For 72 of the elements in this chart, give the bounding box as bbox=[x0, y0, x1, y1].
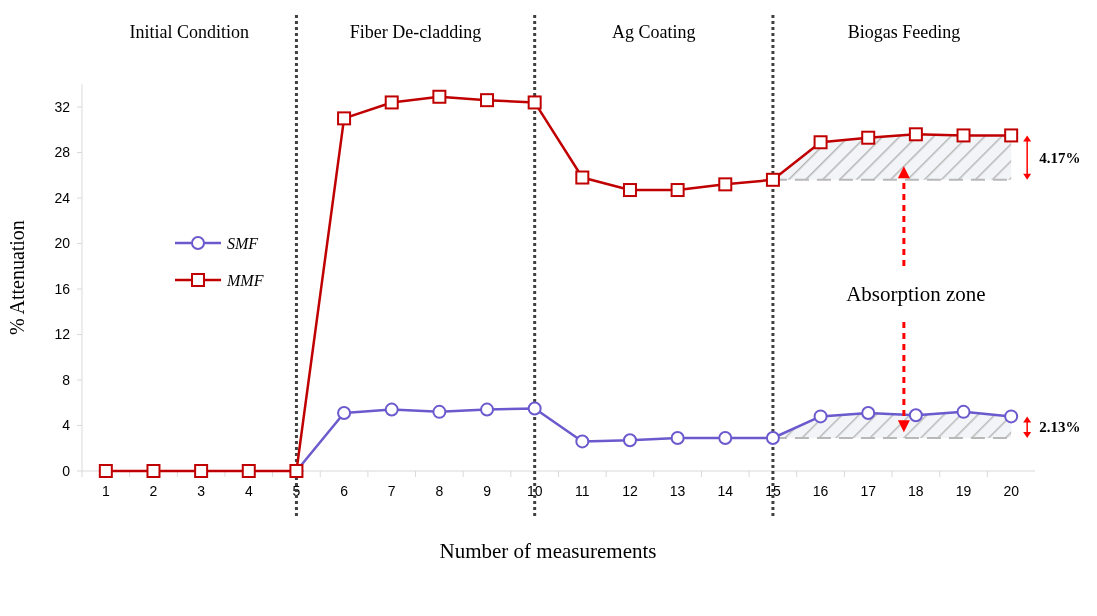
point bbox=[956, 404, 971, 419]
point bbox=[813, 409, 828, 424]
point bbox=[384, 95, 399, 110]
annotation: Absorption zone bbox=[846, 282, 986, 307]
x-tick-label: 17 bbox=[860, 483, 877, 499]
point bbox=[575, 170, 590, 185]
x-tick-label: 2 bbox=[149, 483, 158, 499]
point bbox=[670, 183, 685, 198]
text: Fiber De-cladding bbox=[349, 22, 482, 42]
point bbox=[384, 402, 399, 417]
point bbox=[527, 401, 542, 416]
point bbox=[670, 431, 685, 446]
point bbox=[1004, 128, 1019, 143]
x-tick-label: 20 bbox=[1003, 483, 1020, 499]
legend-label: MMF bbox=[226, 271, 264, 289]
x-tick-label: 9 bbox=[483, 483, 492, 499]
point bbox=[432, 404, 447, 419]
text: Biogas Feeding bbox=[847, 22, 961, 42]
x-tick-label: 16 bbox=[812, 483, 829, 499]
x-tick-label: 18 bbox=[908, 483, 924, 499]
x-tick-label: 3 bbox=[197, 483, 206, 499]
y-tick-label: 8 bbox=[62, 371, 71, 388]
point bbox=[718, 431, 733, 446]
point bbox=[765, 172, 780, 187]
x-tick-label: 12 bbox=[622, 483, 638, 499]
point bbox=[622, 433, 637, 448]
x-tick-label: 1 bbox=[101, 483, 110, 499]
point bbox=[146, 464, 161, 478]
x-tick-label: 19 bbox=[955, 483, 972, 499]
point bbox=[241, 464, 256, 478]
point bbox=[813, 135, 828, 150]
y-tick-label: 28 bbox=[54, 144, 71, 161]
x-tick-label: 4 bbox=[244, 483, 253, 499]
y-axis-title: % Attenuation bbox=[6, 220, 28, 336]
y-tick-label: 4 bbox=[62, 417, 71, 434]
y-tick-label: 32 bbox=[54, 98, 71, 115]
point bbox=[480, 93, 495, 108]
y-tick-label: 0 bbox=[62, 462, 71, 479]
point bbox=[622, 183, 637, 198]
x-tick-label: 13 bbox=[669, 483, 686, 499]
text: Initial Condition bbox=[129, 22, 249, 42]
point bbox=[765, 431, 780, 446]
x-tick-label: 15 bbox=[765, 483, 781, 499]
x-axis-title: Number of measurements bbox=[439, 539, 657, 563]
y-tick-label: 24 bbox=[54, 189, 71, 206]
y-tick-label: 12 bbox=[54, 326, 71, 343]
text: 4.17% bbox=[1039, 149, 1081, 166]
point bbox=[718, 177, 733, 192]
point bbox=[337, 111, 352, 126]
x-tick-label: 8 bbox=[435, 483, 444, 499]
point bbox=[432, 89, 447, 104]
y-tick-label: 16 bbox=[54, 280, 71, 297]
point bbox=[956, 128, 971, 143]
point bbox=[861, 130, 876, 145]
point bbox=[575, 434, 590, 449]
legend-label: SMF bbox=[227, 234, 259, 252]
x-tick-label: 6 bbox=[340, 483, 349, 499]
point bbox=[98, 464, 113, 478]
y-tick-label: 20 bbox=[54, 235, 71, 252]
point bbox=[527, 95, 542, 110]
text: Ag Coating bbox=[612, 22, 696, 42]
x-tick-label: 14 bbox=[717, 483, 734, 499]
point bbox=[908, 127, 923, 142]
point bbox=[908, 408, 923, 423]
text: 2.13% bbox=[1039, 419, 1081, 436]
point bbox=[1004, 409, 1019, 424]
point bbox=[480, 402, 495, 417]
x-tick-label: 7 bbox=[387, 483, 396, 499]
x-tick-label: 11 bbox=[575, 483, 590, 499]
point bbox=[861, 405, 876, 420]
point bbox=[194, 464, 209, 478]
point bbox=[337, 405, 352, 420]
